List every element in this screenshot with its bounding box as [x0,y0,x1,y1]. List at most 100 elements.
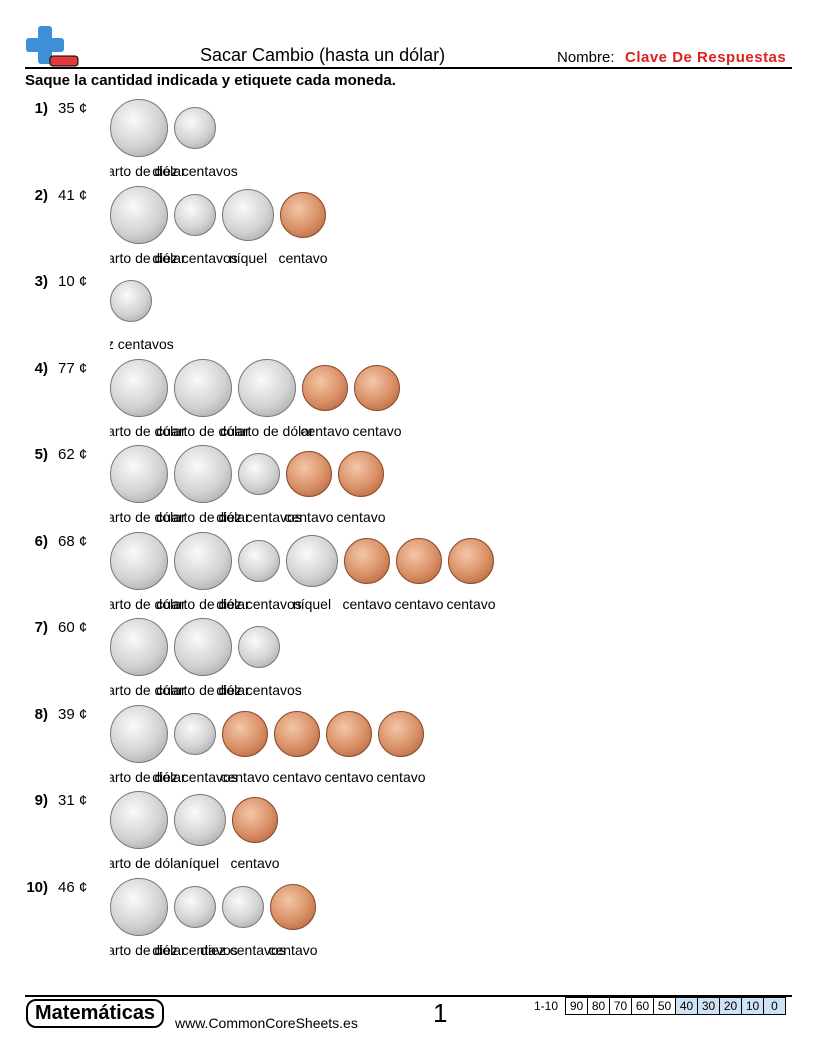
score-cell: 80 [587,998,609,1014]
coin-label: cuarto de dólar [110,422,186,439]
coin [110,185,168,244]
coin [232,797,278,843]
name-value: Clave De Respuestas [625,49,787,66]
coin-label: cuarto de dólar [110,941,186,958]
score-cell: 50 [653,998,675,1014]
coin [448,537,494,584]
coin [110,877,168,936]
score-cell: 30 [697,998,719,1014]
problem-number: 7) [34,619,48,636]
coin-label: diez centavos [110,336,174,352]
problem-number: 9) [34,792,48,809]
coin-label: diez centavos [216,682,302,698]
coin [238,358,296,417]
problem-amount: 10 ¢ [58,273,88,290]
coin [110,618,168,676]
page-number: 1 [433,998,448,1028]
problem-amount: 62 ¢ [58,446,88,463]
problem-amount: 39 ¢ [58,705,88,723]
coin [110,445,168,503]
score-table: 90 80 70 60 50 40 30 20 10 0 [565,997,786,1015]
coin [286,451,332,497]
coin-label: centavo [268,941,318,958]
coin-label: centavo [336,509,386,525]
problem-amount: 46 ¢ [58,878,88,896]
coin [174,618,232,676]
problem-number: 10) [26,878,48,896]
problem-number: 6) [34,532,48,550]
coin [270,883,316,930]
coin-label: centavo [342,595,392,612]
problem-amount: 41 ¢ [58,186,88,204]
score-cell: 40 [675,998,697,1014]
coin [174,107,216,149]
coin-label: diez centavos [152,768,238,785]
score-cell: 60 [631,998,653,1014]
coin-label: cuarto de dólar [110,768,186,785]
coin-label: centavo [394,595,444,612]
score-cell: 10 [741,998,763,1014]
coin-label: cuarto de dólar [110,682,186,698]
coin [280,191,326,238]
problem-number: 1) [34,100,48,117]
coin [238,453,280,495]
coin-label: centavo [230,855,280,871]
coin [174,193,216,236]
problem-number: 2) [34,186,48,204]
coin [378,710,424,757]
name-label: Nombre: [557,49,615,66]
score-cell: 0 [763,998,785,1014]
coin-label: cuarto de dólar [156,682,250,698]
coin-label: cuarto de dólar [110,163,186,179]
problem-number: 8) [34,705,48,723]
coin-label: diez centavos [200,941,286,958]
coin-label: cuarto de dólar [110,249,186,266]
coin [326,710,372,757]
coin [238,539,280,582]
problem-amount: 77 ¢ [58,359,88,377]
coin-label: centavo [446,595,496,612]
coin [344,537,390,584]
coin [354,364,400,411]
coin [174,712,216,755]
title: Sacar Cambio (hasta un dólar) [200,45,446,65]
header-rule [25,67,792,69]
coin [110,358,168,417]
coin-label: centavo [278,249,328,266]
coin-label: cuarto de dólar [220,422,314,439]
coin [110,99,168,157]
coin-label: diez centavos [216,509,302,525]
coin [110,531,168,590]
coin-label: diez centavos [152,163,238,179]
coin [110,280,152,322]
logo [26,26,79,67]
coin [238,626,280,668]
coin-label: cuarto de dólar [110,509,186,525]
coin [222,188,274,241]
coin [222,710,268,757]
problem-number: 4) [34,359,48,377]
coin-label: cuarto de dólar [156,422,250,439]
coin-label: cuarto de dólar [110,855,186,871]
coin-label: centavo [352,422,402,439]
problem-number: 3) [34,273,48,290]
coin [174,794,226,846]
coin-label: cuarto de dólar [110,595,186,612]
coin [174,885,216,928]
score-cell: 20 [719,998,741,1014]
coin [302,364,348,411]
coin [174,445,232,503]
footer-rule [25,995,792,997]
problem-amount: 31 ¢ [58,792,88,809]
coin-label: cuarto de dólar [156,509,250,525]
coin-label: níquel [228,249,268,266]
